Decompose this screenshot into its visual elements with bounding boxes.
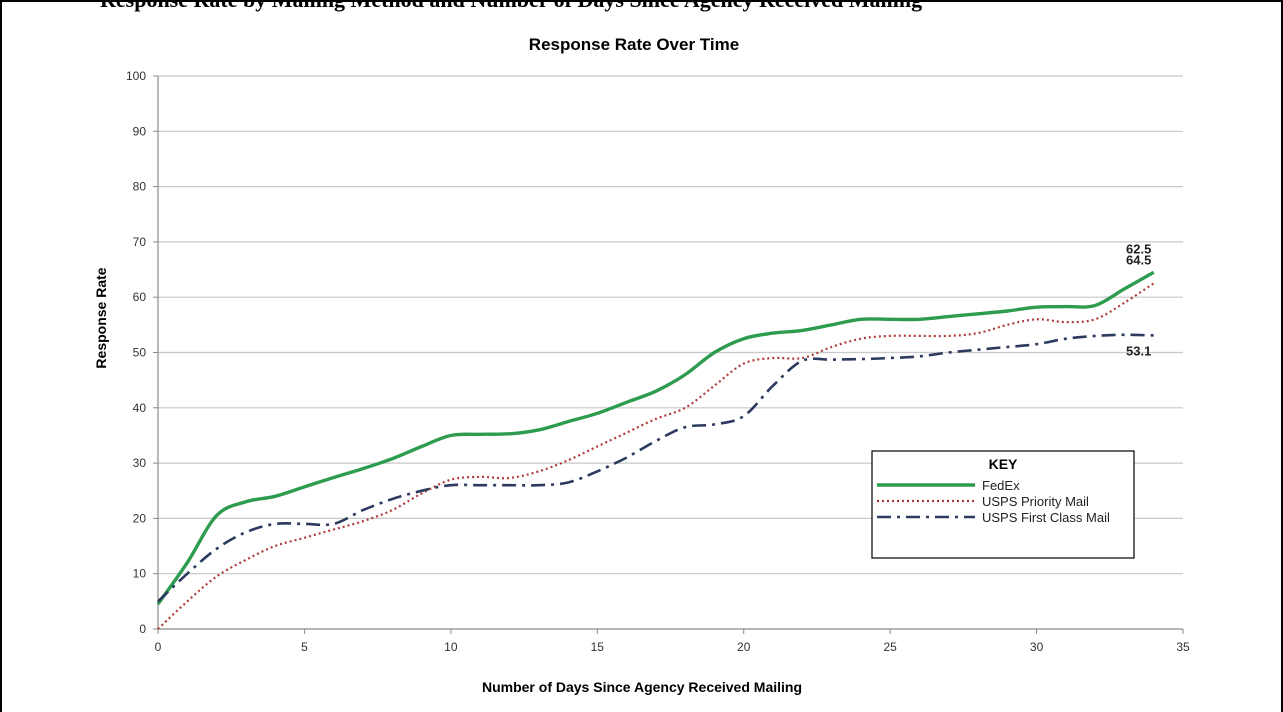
x-tick-label: 25 <box>883 640 897 654</box>
series-line-1 <box>156 270 1155 606</box>
y-axis-label: Response Rate <box>93 267 109 368</box>
legend-title: KEY <box>989 456 1018 472</box>
x-tick-label: 0 <box>155 640 162 654</box>
series-lines <box>156 270 1155 630</box>
y-tick-label: 20 <box>133 511 147 525</box>
page-heading: Response Rate by Mailing Method and Numb… <box>100 0 922 13</box>
x-tick-label: 10 <box>444 640 458 654</box>
y-axis-ticks: 0 10 20 30 40 50 60 70 80 90 100 <box>126 69 158 636</box>
y-tick-label: 40 <box>133 401 147 415</box>
x-tick-label: 30 <box>1030 640 1044 654</box>
end-label: 64.5 <box>1126 252 1151 267</box>
end-label: 53.1 <box>1126 343 1151 358</box>
x-tick-label: 15 <box>591 640 605 654</box>
y-tick-label: 30 <box>133 456 147 470</box>
series-line-2 <box>157 282 1155 630</box>
legend-box <box>871 450 1135 559</box>
legend-label: USPS First Class Mail <box>982 510 1110 525</box>
y-tick-label: 100 <box>126 69 146 83</box>
x-axis-ticks: 0 5 10 15 20 25 30 35 <box>155 629 1190 654</box>
y-tick-label: 0 <box>139 622 146 636</box>
chart-title: Response Rate Over Time <box>529 35 739 54</box>
legend-label: FedEx <box>982 478 1020 493</box>
legend-label: USPS Priority Mail <box>982 494 1089 509</box>
y-tick-label: 50 <box>133 346 147 360</box>
x-tick-label: 35 <box>1176 640 1190 654</box>
end-label: 62.5 <box>1126 241 1151 256</box>
y-tick-label: 10 <box>133 567 147 581</box>
y-tick-label: 80 <box>133 180 147 194</box>
y-tick-label: 70 <box>133 235 147 249</box>
x-tick-label: 20 <box>737 640 751 654</box>
x-axis-label: Number of Days Since Agency Received Mai… <box>482 679 802 695</box>
y-tick-label: 90 <box>133 124 147 138</box>
end-labels: 64.562.5 53.1 <box>1126 241 1151 358</box>
x-tick-label: 5 <box>301 640 308 654</box>
y-tick-label: 60 <box>133 290 147 304</box>
